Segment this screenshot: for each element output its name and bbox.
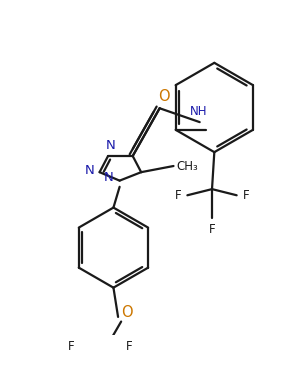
Text: F: F xyxy=(126,340,133,353)
Text: F: F xyxy=(68,340,74,353)
Text: F: F xyxy=(209,223,215,236)
Text: NH: NH xyxy=(189,105,207,118)
Text: CH₃: CH₃ xyxy=(177,159,198,173)
Text: O: O xyxy=(122,305,133,320)
Text: N: N xyxy=(105,139,115,153)
Text: N: N xyxy=(104,171,114,184)
Text: N: N xyxy=(85,164,95,177)
Text: O: O xyxy=(158,89,169,104)
Text: F: F xyxy=(175,189,181,202)
Text: F: F xyxy=(243,189,249,202)
